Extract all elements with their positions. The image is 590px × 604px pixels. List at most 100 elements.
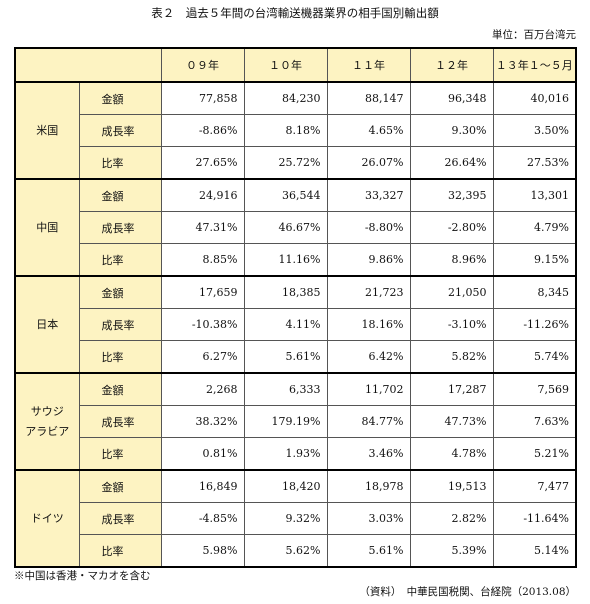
- value-cell: 18,385: [243, 275, 328, 309]
- value-cell: 3.50%: [492, 114, 577, 147]
- value-cell: 88,147: [326, 81, 411, 115]
- value-cell: 9.30%: [409, 114, 494, 147]
- metric-cell: 金額: [78, 275, 162, 309]
- value-cell: 9.15%: [492, 243, 577, 277]
- table-row: 成長率 -8.86% 8.18% 4.65% 9.30% 3.50%: [15, 114, 577, 147]
- column-header: ０９年: [160, 47, 245, 83]
- value-cell: 4.78%: [409, 437, 494, 471]
- value-cell: 179.19%: [243, 405, 328, 438]
- value-cell: -8.80%: [326, 211, 411, 244]
- value-cell: 21,050: [409, 275, 494, 309]
- metric-cell: 比率: [78, 243, 162, 277]
- value-cell: 40,016: [492, 81, 577, 115]
- metric-cell: 成長率: [78, 405, 162, 438]
- column-header: １０年: [243, 47, 328, 83]
- country-cell: ドイツ: [14, 469, 80, 568]
- value-cell: 47.31%: [160, 211, 245, 244]
- value-cell: 5.74%: [492, 340, 577, 374]
- value-cell: 19,513: [409, 469, 494, 503]
- table-row: 比率 6.27% 5.61% 6.42% 5.82% 5.74%: [15, 340, 577, 374]
- value-cell: 5.98%: [160, 534, 245, 568]
- metric-cell: 成長率: [78, 114, 162, 147]
- value-cell: 18,978: [326, 469, 411, 503]
- value-cell: 7.63%: [492, 405, 577, 438]
- value-cell: 46.67%: [243, 211, 328, 244]
- metric-cell: 比率: [78, 146, 162, 180]
- value-cell: 11.16%: [243, 243, 328, 277]
- value-cell: 13,301: [492, 178, 577, 212]
- metric-cell: 比率: [78, 534, 162, 568]
- table-row: 比率 0.81% 1.93% 3.46% 4.78% 5.21%: [15, 437, 577, 471]
- value-cell: 47.73%: [409, 405, 494, 438]
- table-row: 比率 8.85% 11.16% 9.86% 8.96% 9.15%: [15, 243, 577, 277]
- value-cell: 5.62%: [243, 534, 328, 568]
- header-row: ０９年 １０年 １１年 １２年 １３年１～５月: [14, 47, 577, 83]
- export-table: ０９年 １０年 １１年 １２年 １３年１～５月 米国 金額 77,858 84,230 88,1…: [14, 47, 577, 568]
- source: （資料） 中華民国税関、台経院（2013.08）: [359, 586, 576, 598]
- value-cell: 17,287: [409, 372, 494, 406]
- table-row: 成長率 -10.38% 4.11% 18.16% -3.10% -11.26%: [15, 308, 577, 341]
- table-body: 米国 金額 77,858 84,230 88,147 96,348 40,016 成長率 -8.…: [14, 81, 577, 568]
- value-cell: 8.96%: [409, 243, 494, 277]
- value-cell: 27.65%: [160, 146, 245, 180]
- value-cell: 77,858: [160, 81, 245, 115]
- value-cell: 38.32%: [160, 405, 245, 438]
- corner-cell: [14, 47, 162, 83]
- value-cell: 11,702: [326, 372, 411, 406]
- metric-cell: 金額: [78, 178, 162, 212]
- value-cell: 7,569: [492, 372, 577, 406]
- metric-cell: 成長率: [78, 502, 162, 535]
- value-cell: 33,327: [326, 178, 411, 212]
- table-row: 米国 金額 77,858 84,230 88,147 96,348 40,016: [14, 81, 577, 180]
- table-row: 比率 27.65% 25.72% 26.07% 26.64% 27.53%: [15, 146, 577, 180]
- value-cell: 17,659: [160, 275, 245, 309]
- value-cell: 21,723: [326, 275, 411, 309]
- value-cell: 6.42%: [326, 340, 411, 374]
- value-cell: -11.64%: [492, 502, 577, 535]
- note: ※中国は香港・マカオを含む: [14, 570, 151, 582]
- country-cell: サウジ アラビア: [14, 372, 80, 471]
- value-cell: 16,849: [160, 469, 245, 503]
- table-row: 比率 5.98% 5.62% 5.61% 5.39% 5.14%: [15, 534, 577, 568]
- table-row: 成長率 38.32% 179.19% 84.77% 47.73% 7.63%: [15, 405, 577, 438]
- value-cell: -2.80%: [409, 211, 494, 244]
- unit: 単位：百万台湾元: [492, 29, 576, 41]
- column-header: １１年: [326, 47, 411, 83]
- table-row: ドイツ 金額 16,849 18,420 18,978 19,513 7,477: [14, 469, 577, 568]
- value-cell: 6.27%: [160, 340, 245, 374]
- metric-cell: 金額: [78, 81, 162, 115]
- value-cell: 2.82%: [409, 502, 494, 535]
- value-cell: -8.86%: [160, 114, 245, 147]
- value-cell: 27.53%: [492, 146, 577, 180]
- value-cell: 9.86%: [326, 243, 411, 277]
- country-cell: 中国: [14, 178, 80, 277]
- table-row: サウジ アラビア 金額 2,268 6,333 11,702 17,287 7,569: [14, 372, 577, 471]
- value-cell: -10.38%: [160, 308, 245, 341]
- value-cell: 8,345: [492, 275, 577, 309]
- value-cell: 84,230: [243, 81, 328, 115]
- value-cell: 4.11%: [243, 308, 328, 341]
- value-cell: 5.14%: [492, 534, 577, 568]
- value-cell: 26.64%: [409, 146, 494, 180]
- value-cell: 24,916: [160, 178, 245, 212]
- value-cell: 96,348: [409, 81, 494, 115]
- value-cell: 5.21%: [492, 437, 577, 471]
- metric-cell: 比率: [78, 437, 162, 471]
- value-cell: 32,395: [409, 178, 494, 212]
- country-cell: 日本: [14, 275, 80, 374]
- country-cell: 米国: [14, 81, 80, 180]
- value-cell: 7,477: [492, 469, 577, 503]
- table-row: 中国 金額 24,916 36,544 33,327 32,395 13,301: [14, 178, 577, 277]
- column-header: １２年: [409, 47, 494, 83]
- value-cell: 3.03%: [326, 502, 411, 535]
- value-cell: 2,268: [160, 372, 245, 406]
- value-cell: -4.85%: [160, 502, 245, 535]
- value-cell: -11.26%: [492, 308, 577, 341]
- value-cell: 4.65%: [326, 114, 411, 147]
- value-cell: 6,333: [243, 372, 328, 406]
- table-row: 日本 金額 17,659 18,385 21,723 21,050 8,345: [14, 275, 577, 374]
- metric-cell: 金額: [78, 372, 162, 406]
- value-cell: 26.07%: [326, 146, 411, 180]
- value-cell: 4.79%: [492, 211, 577, 244]
- value-cell: 3.46%: [326, 437, 411, 471]
